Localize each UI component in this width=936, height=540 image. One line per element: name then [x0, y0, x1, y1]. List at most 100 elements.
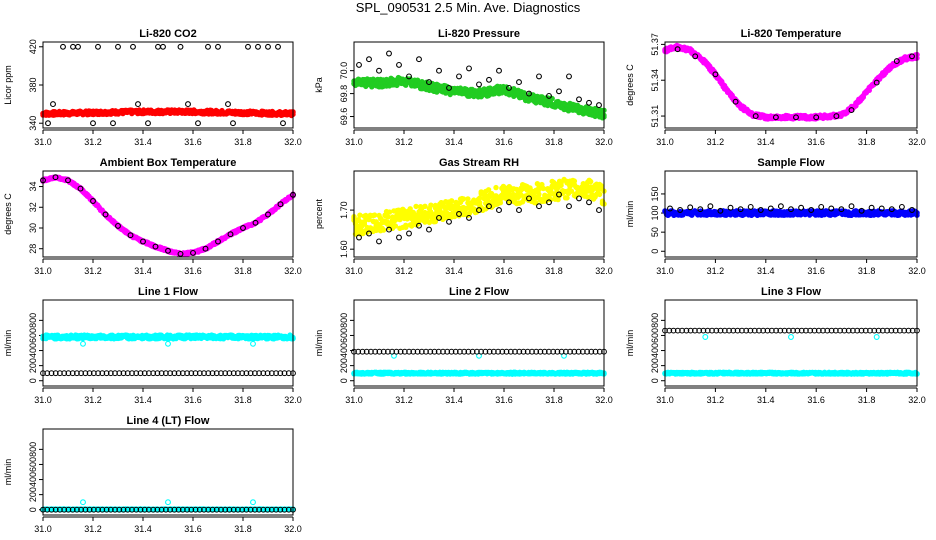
data-point	[493, 184, 499, 191]
data-point	[80, 340, 86, 347]
y-axis-label: degrees C	[3, 193, 13, 235]
x-tick-label: 31.4	[134, 137, 152, 147]
chart-title: Li-820 CO2	[139, 28, 196, 40]
x-tick-label: 31.8	[234, 137, 252, 147]
data-point	[195, 120, 201, 127]
figure-title: SPL_090531 2.5 Min. Ave. Diagnostics	[355, 0, 581, 15]
y-axis-label: ml/min	[625, 201, 635, 228]
plot-frame	[42, 170, 294, 258]
x-tick-label: 31.0	[656, 137, 674, 147]
series-magenta	[662, 42, 920, 122]
x-tick-label: 31.6	[807, 395, 825, 405]
data-point	[406, 230, 412, 237]
x-tick-label: 31.8	[234, 395, 252, 405]
data-point	[456, 73, 462, 80]
x-tick-label: 31.2	[707, 137, 725, 147]
data-point	[476, 81, 482, 88]
x-tick-label: 31.2	[707, 266, 725, 276]
y-tick-label: 200	[650, 358, 660, 373]
series-red	[40, 107, 296, 119]
series-blue	[662, 208, 920, 218]
x-tick-label: 31.0	[34, 137, 52, 147]
x-tick-label: 31.8	[545, 395, 563, 405]
data-point	[477, 199, 483, 206]
x-tick-label: 31.2	[84, 395, 102, 405]
y-tick-label: 400	[650, 343, 660, 358]
data-point	[155, 43, 161, 50]
x-tick-label: 31.6	[495, 395, 513, 405]
y-tick-label: 600	[339, 328, 349, 343]
y-tick-label: 800	[650, 313, 660, 328]
data-point	[566, 73, 572, 80]
x-tick-label: 31.2	[395, 395, 413, 405]
data-point	[536, 191, 542, 197]
y-tick-label: 28	[28, 244, 38, 254]
x-tick-label: 32.0	[908, 137, 926, 147]
x-tick-label: 31.2	[395, 266, 413, 276]
data-point	[45, 120, 51, 127]
y-axis-label: percent	[314, 198, 324, 229]
y-tick-label: 51.31	[650, 105, 660, 128]
x-tick-label: 31.6	[495, 137, 513, 147]
data-point	[426, 226, 432, 233]
x-tick-label: 31.8	[545, 266, 563, 276]
data-point	[185, 101, 191, 108]
x-tick-label: 32.0	[595, 137, 613, 147]
data-point	[540, 185, 546, 192]
data-point	[460, 196, 467, 202]
y-tick-label: 0	[650, 378, 660, 383]
x-tick-label: 32.0	[908, 395, 926, 405]
data-point	[275, 43, 281, 50]
series-black	[40, 174, 296, 257]
y-tick-label: 32	[28, 202, 38, 212]
data-point	[177, 43, 184, 50]
x-tick-label: 32.0	[284, 266, 302, 276]
series-black	[45, 43, 286, 127]
data-point	[95, 43, 101, 50]
data-point	[687, 204, 694, 211]
y-tick-label: 340	[28, 116, 38, 131]
data-point	[477, 195, 483, 201]
data-point	[818, 203, 825, 210]
data-point	[536, 73, 542, 80]
y-tick-label: 400	[28, 343, 38, 358]
x-tick-label: 31.4	[757, 266, 775, 276]
x-tick-label: 31.0	[345, 266, 363, 276]
series-black	[40, 370, 296, 377]
data-point	[506, 84, 512, 91]
data-point	[372, 212, 378, 218]
x-tick-label: 31.8	[858, 137, 876, 147]
data-point	[898, 203, 905, 210]
data-point	[205, 43, 211, 50]
y-tick-label: 51.34	[650, 69, 660, 92]
x-tick-label: 31.8	[858, 395, 876, 405]
data-point	[727, 204, 734, 211]
data-point	[403, 224, 409, 230]
data-point	[428, 202, 434, 208]
data-point	[380, 227, 387, 233]
x-tick-label: 31.6	[184, 395, 202, 405]
data-point	[386, 50, 392, 57]
data-point	[90, 120, 96, 127]
data-point	[357, 212, 363, 218]
data-point	[586, 99, 592, 106]
y-tick-label: 70.0	[339, 62, 349, 80]
data-point	[165, 340, 171, 347]
chart-title: Line 3 Flow	[761, 286, 821, 298]
data-point	[75, 43, 81, 50]
data-point	[230, 120, 236, 127]
data-point	[521, 90, 527, 96]
data-point	[413, 203, 419, 210]
series-black	[351, 348, 607, 355]
data-point	[451, 213, 458, 220]
x-tick-label: 31.6	[807, 137, 825, 147]
data-point	[70, 43, 76, 50]
data-point	[280, 120, 286, 127]
y-tick-label: 50	[650, 227, 660, 237]
data-point	[356, 61, 362, 68]
x-tick-label: 31.6	[184, 137, 202, 147]
